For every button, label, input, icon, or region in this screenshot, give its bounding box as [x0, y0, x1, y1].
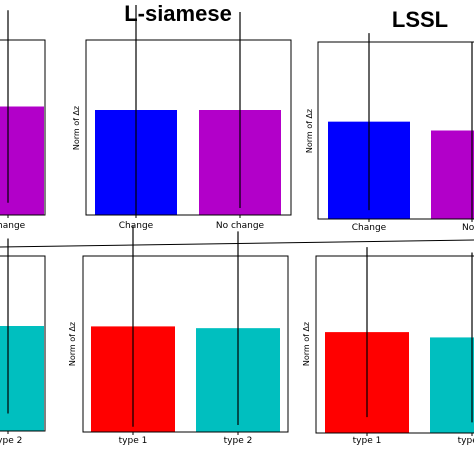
x-tick-label-1: Change [119, 221, 154, 231]
bar-2 [431, 130, 474, 219]
x-tick-label-2: No c [462, 223, 474, 233]
axes-frame [85, 39, 292, 216]
y-axis-label: Norm of Δz [68, 322, 77, 366]
bar-2 [430, 337, 474, 433]
y-axis-label: Norm of Δz [72, 106, 81, 150]
x-tick-label-2: type 2 [0, 436, 22, 446]
axes-frame [0, 39, 46, 216]
axes-frame [315, 255, 474, 434]
chart-top-middle: Change No change Norm of Δz [72, 5, 292, 231]
chart-bottom-right: type 1 type 2 Norm of Δz [302, 247, 474, 446]
y-axis-label: Norm of Δz [302, 322, 311, 366]
y-axis-label: Norm of Δz [305, 109, 314, 153]
x-tick-label-2: type 2 [224, 436, 253, 446]
row-divider [0, 239, 474, 248]
x-tick-label-1: type 1 [119, 436, 148, 446]
chart-bottom-left: type 2 [0, 238, 46, 446]
x-tick-label-2: No change [216, 221, 265, 231]
axes-frame [82, 255, 289, 433]
bar-2 [0, 106, 44, 215]
x-tick-label-2: type 2 [458, 436, 474, 446]
x-tick-label-1: type 1 [353, 436, 382, 446]
chart-top-right: Change No c Norm of Δz [305, 33, 474, 233]
axes-frame [317, 41, 474, 220]
chart-bottom-middle: type 1 type 2 Norm of Δz [68, 226, 289, 446]
x-tick-label-2: Change [0, 221, 26, 231]
axes-frame [0, 255, 46, 432]
chart-panels: Change Change No change Norm of Δz Change No … [0, 5, 474, 446]
x-tick-label-1: Change [352, 223, 387, 233]
header-l-siamese: L-siamese [124, 1, 232, 26]
header-lssl: LSSL [392, 7, 448, 32]
chart-top-left: Change [0, 10, 46, 231]
bar-2 [0, 326, 44, 431]
